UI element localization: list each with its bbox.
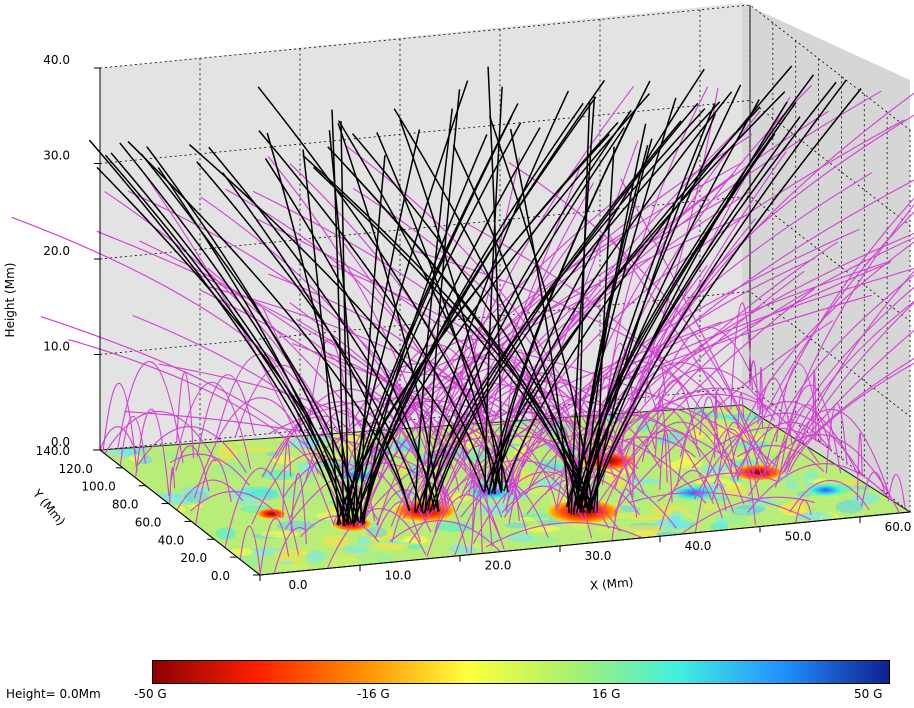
- y-tick-label: 120.0: [58, 462, 92, 476]
- z-tick-label: 40.0: [43, 53, 70, 67]
- colorbar-tick-label: 50 G: [854, 687, 883, 701]
- side-wall: [742, 3, 910, 512]
- x-tick-label: 50.0: [785, 530, 812, 544]
- y-axis-ticks: 0.0 20.0 40.0 60.0 80.0 100.0 120.0 140.0: [36, 444, 260, 583]
- z-tick-label: 20.0: [43, 244, 70, 258]
- y-tick-label: 40.0: [158, 533, 185, 547]
- z-axis-label: Height (Mm): [3, 263, 17, 338]
- open-field-lines: [88, 65, 862, 527]
- colorbar-tick-label: -16 G: [357, 687, 390, 701]
- colorbar: [152, 660, 890, 684]
- y-tick-label: 20.0: [180, 551, 207, 565]
- colorbar-tick-label: 16 G: [592, 687, 621, 701]
- y-axis-line: [99, 449, 261, 576]
- y-tick-label: 80.0: [112, 498, 139, 512]
- field-line-plot: 0.0 10.0 20.0 30.0 40.0 0.0 20.0 40.0 60.0 80.0 1…: [3, 3, 914, 593]
- x-tick-label: 30.0: [585, 549, 612, 563]
- x-axis-label: X (Mm): [589, 575, 634, 593]
- z-tick-label: 0.0: [51, 435, 70, 449]
- x-tick-label: 0.0: [288, 578, 307, 592]
- z-tick-label: 10.0: [43, 340, 70, 354]
- y-axis-label: Y (Mm): [29, 486, 68, 528]
- x-tick-label: 40.0: [685, 539, 712, 553]
- y-tick-label: 60.0: [135, 515, 162, 529]
- colorbar-tick-label: -50 G: [134, 687, 167, 701]
- x-tick-label: 60.0: [885, 520, 912, 534]
- y-tick-label: 0.0: [211, 569, 230, 583]
- y-tick-label: 100.0: [81, 480, 115, 494]
- x-tick-label: 20.0: [485, 559, 512, 573]
- z-axis-ticks: 0.0 10.0 20.0 30.0 40.0: [43, 53, 100, 451]
- z-tick-label: 30.0: [43, 149, 70, 163]
- height-label: Height= 0.0Mm: [6, 687, 101, 701]
- y-tick-label: 140.0: [36, 444, 70, 458]
- x-axis-ticks: 0.0 10.0 20.0 30.0 40.0 50.0 60.0: [259, 516, 912, 592]
- x-tick-label: 10.0: [385, 568, 412, 582]
- x-axis-line: [259, 511, 911, 576]
